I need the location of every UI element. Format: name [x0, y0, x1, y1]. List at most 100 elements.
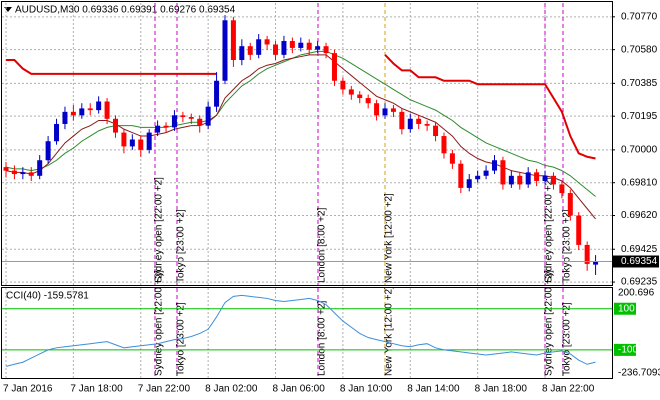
- y-tick-label: 0.70770: [621, 11, 658, 22]
- candle-body: [180, 115, 186, 118]
- candle-body: [28, 172, 34, 176]
- candle-body: [357, 94, 363, 99]
- candle-body: [37, 160, 43, 176]
- y-tick-label: 100: [618, 303, 635, 314]
- x-tick-label: 7 Jan 18:00: [70, 384, 123, 395]
- candle-body: [365, 98, 371, 104]
- x-tick-label: 7 Jan 22:00: [138, 384, 191, 395]
- session-label: London [8:00 +2]: [317, 300, 328, 376]
- candle-body: [559, 184, 565, 194]
- candle-body: [256, 39, 262, 55]
- candle-body: [20, 172, 26, 175]
- candle-body: [382, 108, 388, 116]
- candle-body: [62, 111, 68, 124]
- candle-body: [171, 115, 177, 128]
- x-tick-label: 8 Jan 14:00: [407, 384, 460, 395]
- candle-body: [323, 46, 329, 54]
- y-tick-label: 0.70195: [621, 111, 658, 122]
- x-tick-label: 8 Jan 10:00: [340, 384, 393, 395]
- candle-body: [298, 42, 304, 48]
- candle-body: [517, 175, 523, 185]
- chart-title: AUDUSD,M30 0.69336 0.69391 0.69276 0.693…: [15, 5, 236, 16]
- cci-line: [5, 294, 596, 367]
- candle-body: [264, 39, 270, 45]
- session-label: Sydney open [22:00 +2]: [544, 270, 555, 376]
- candle-body: [390, 108, 396, 112]
- candle-body: [289, 41, 295, 48]
- y-tick-label: 0.70000: [621, 145, 658, 156]
- overlay-line: [5, 50, 596, 197]
- candle-body: [96, 101, 102, 111]
- candle-body: [407, 118, 413, 130]
- overlay-line: [6, 59, 217, 75]
- y-tick-label: 0.70580: [621, 44, 658, 55]
- candle-body: [188, 117, 194, 119]
- candle-body: [340, 80, 346, 90]
- x-tick-label: 8 Jan 22:00: [542, 384, 595, 395]
- candle-body: [466, 179, 472, 188]
- candle-body: [45, 141, 51, 161]
- session-label: Sydney open [22:00 +2]: [154, 270, 165, 376]
- main-frame: [1, 1, 613, 286]
- candle-body: [424, 123, 430, 126]
- y-tick-label: -100: [618, 345, 638, 356]
- candle-body: [458, 163, 464, 188]
- candle-body: [230, 20, 236, 61]
- candle-body: [197, 118, 203, 126]
- candle-body: [104, 101, 110, 119]
- candle-body: [500, 160, 506, 185]
- session-label: Tokyo [23:00 +2]: [176, 209, 187, 283]
- candle-body: [70, 111, 76, 116]
- candle-body: [3, 167, 9, 171]
- candle-body: [416, 118, 422, 124]
- candle-body: [593, 261, 599, 265]
- candle-body: [576, 215, 582, 245]
- x-tick-label: 7 Jan 2016: [3, 384, 53, 395]
- x-tick-label: 8 Jan 06:00: [273, 384, 326, 395]
- candle-body: [87, 108, 93, 111]
- candle-body: [550, 175, 556, 185]
- session-label: New York [12:00 +2]: [384, 193, 395, 283]
- y-tick-label: 0.69810: [621, 177, 658, 188]
- candle-body: [315, 46, 321, 50]
- candle-body: [239, 46, 245, 61]
- y-tick-label: 0.70385: [621, 78, 658, 89]
- candle-body: [54, 123, 60, 142]
- candle-body: [534, 172, 540, 181]
- x-tick-label: 8 Jan 18:00: [475, 384, 528, 395]
- candle-body: [542, 175, 548, 181]
- session-label: Sydney open [22:00 +2]: [154, 177, 165, 283]
- candle-body: [374, 103, 380, 116]
- candle-body: [449, 153, 455, 164]
- candle-body: [247, 46, 253, 55]
- y-tick-label: 0.69620: [621, 210, 658, 221]
- candle-body: [112, 118, 118, 133]
- x-tick-label: 8 Jan 02:00: [205, 384, 258, 395]
- candle-body: [121, 132, 127, 147]
- level-box: [614, 302, 636, 315]
- candle-body: [348, 89, 354, 95]
- candle-body: [433, 125, 439, 137]
- candle-body: [306, 42, 312, 50]
- candle-body: [163, 125, 169, 128]
- candle-body: [129, 139, 135, 147]
- session-label: New York [12:00 +2]: [384, 286, 395, 376]
- overlay-line: [5, 54, 596, 220]
- candle-body: [146, 132, 152, 150]
- candle-body: [483, 170, 489, 176]
- candle-body: [11, 170, 17, 175]
- candle-body: [525, 172, 531, 185]
- y-tick-label: -236.7093: [618, 368, 660, 379]
- candle-body: [273, 44, 279, 55]
- last-price-box: [613, 255, 659, 268]
- candle-body: [399, 111, 405, 130]
- candle-body: [567, 193, 573, 216]
- candle-body: [155, 125, 161, 133]
- candle-body: [205, 106, 211, 126]
- cci-frame: [1, 287, 613, 379]
- session-label: Tokyo [23:00 +2]: [562, 209, 573, 283]
- candle-body: [584, 244, 590, 264]
- candle-body: [492, 160, 498, 171]
